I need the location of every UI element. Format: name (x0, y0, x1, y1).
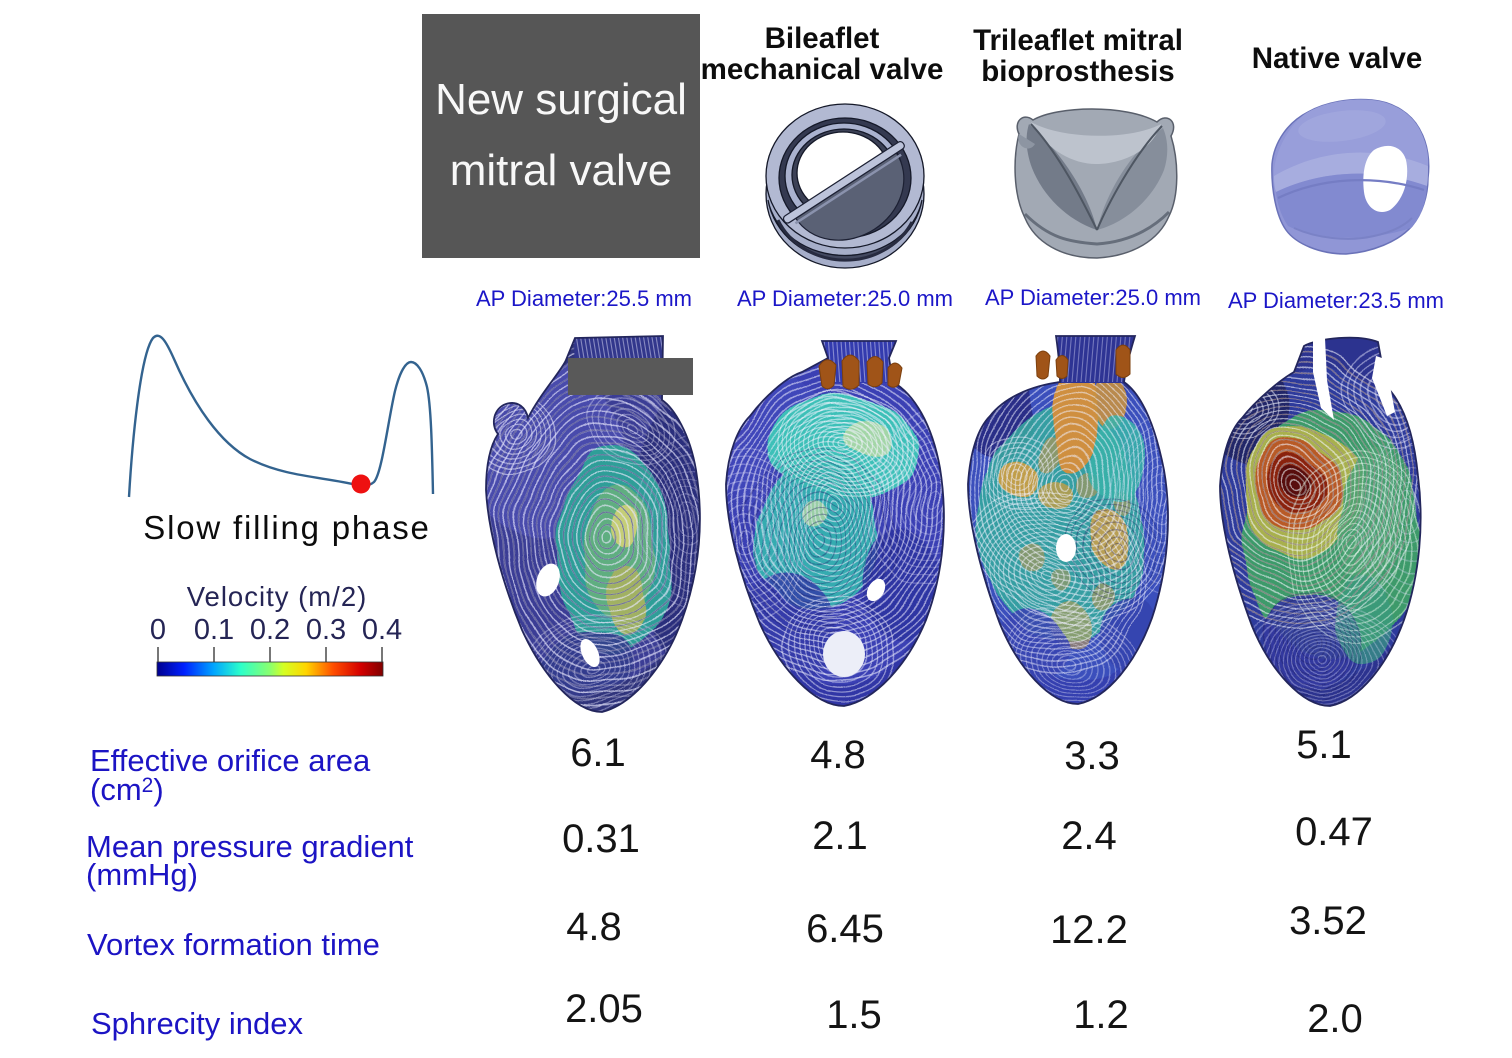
svg-text:0: 0 (150, 614, 166, 646)
svg-text:0.4: 0.4 (362, 614, 402, 646)
svg-text:0.1: 0.1 (194, 614, 234, 646)
svg-text:Velocity (m/2): Velocity (m/2) (187, 581, 368, 612)
svg-text:0.3: 0.3 (306, 614, 346, 646)
svg-text:0.2: 0.2 (250, 614, 290, 646)
